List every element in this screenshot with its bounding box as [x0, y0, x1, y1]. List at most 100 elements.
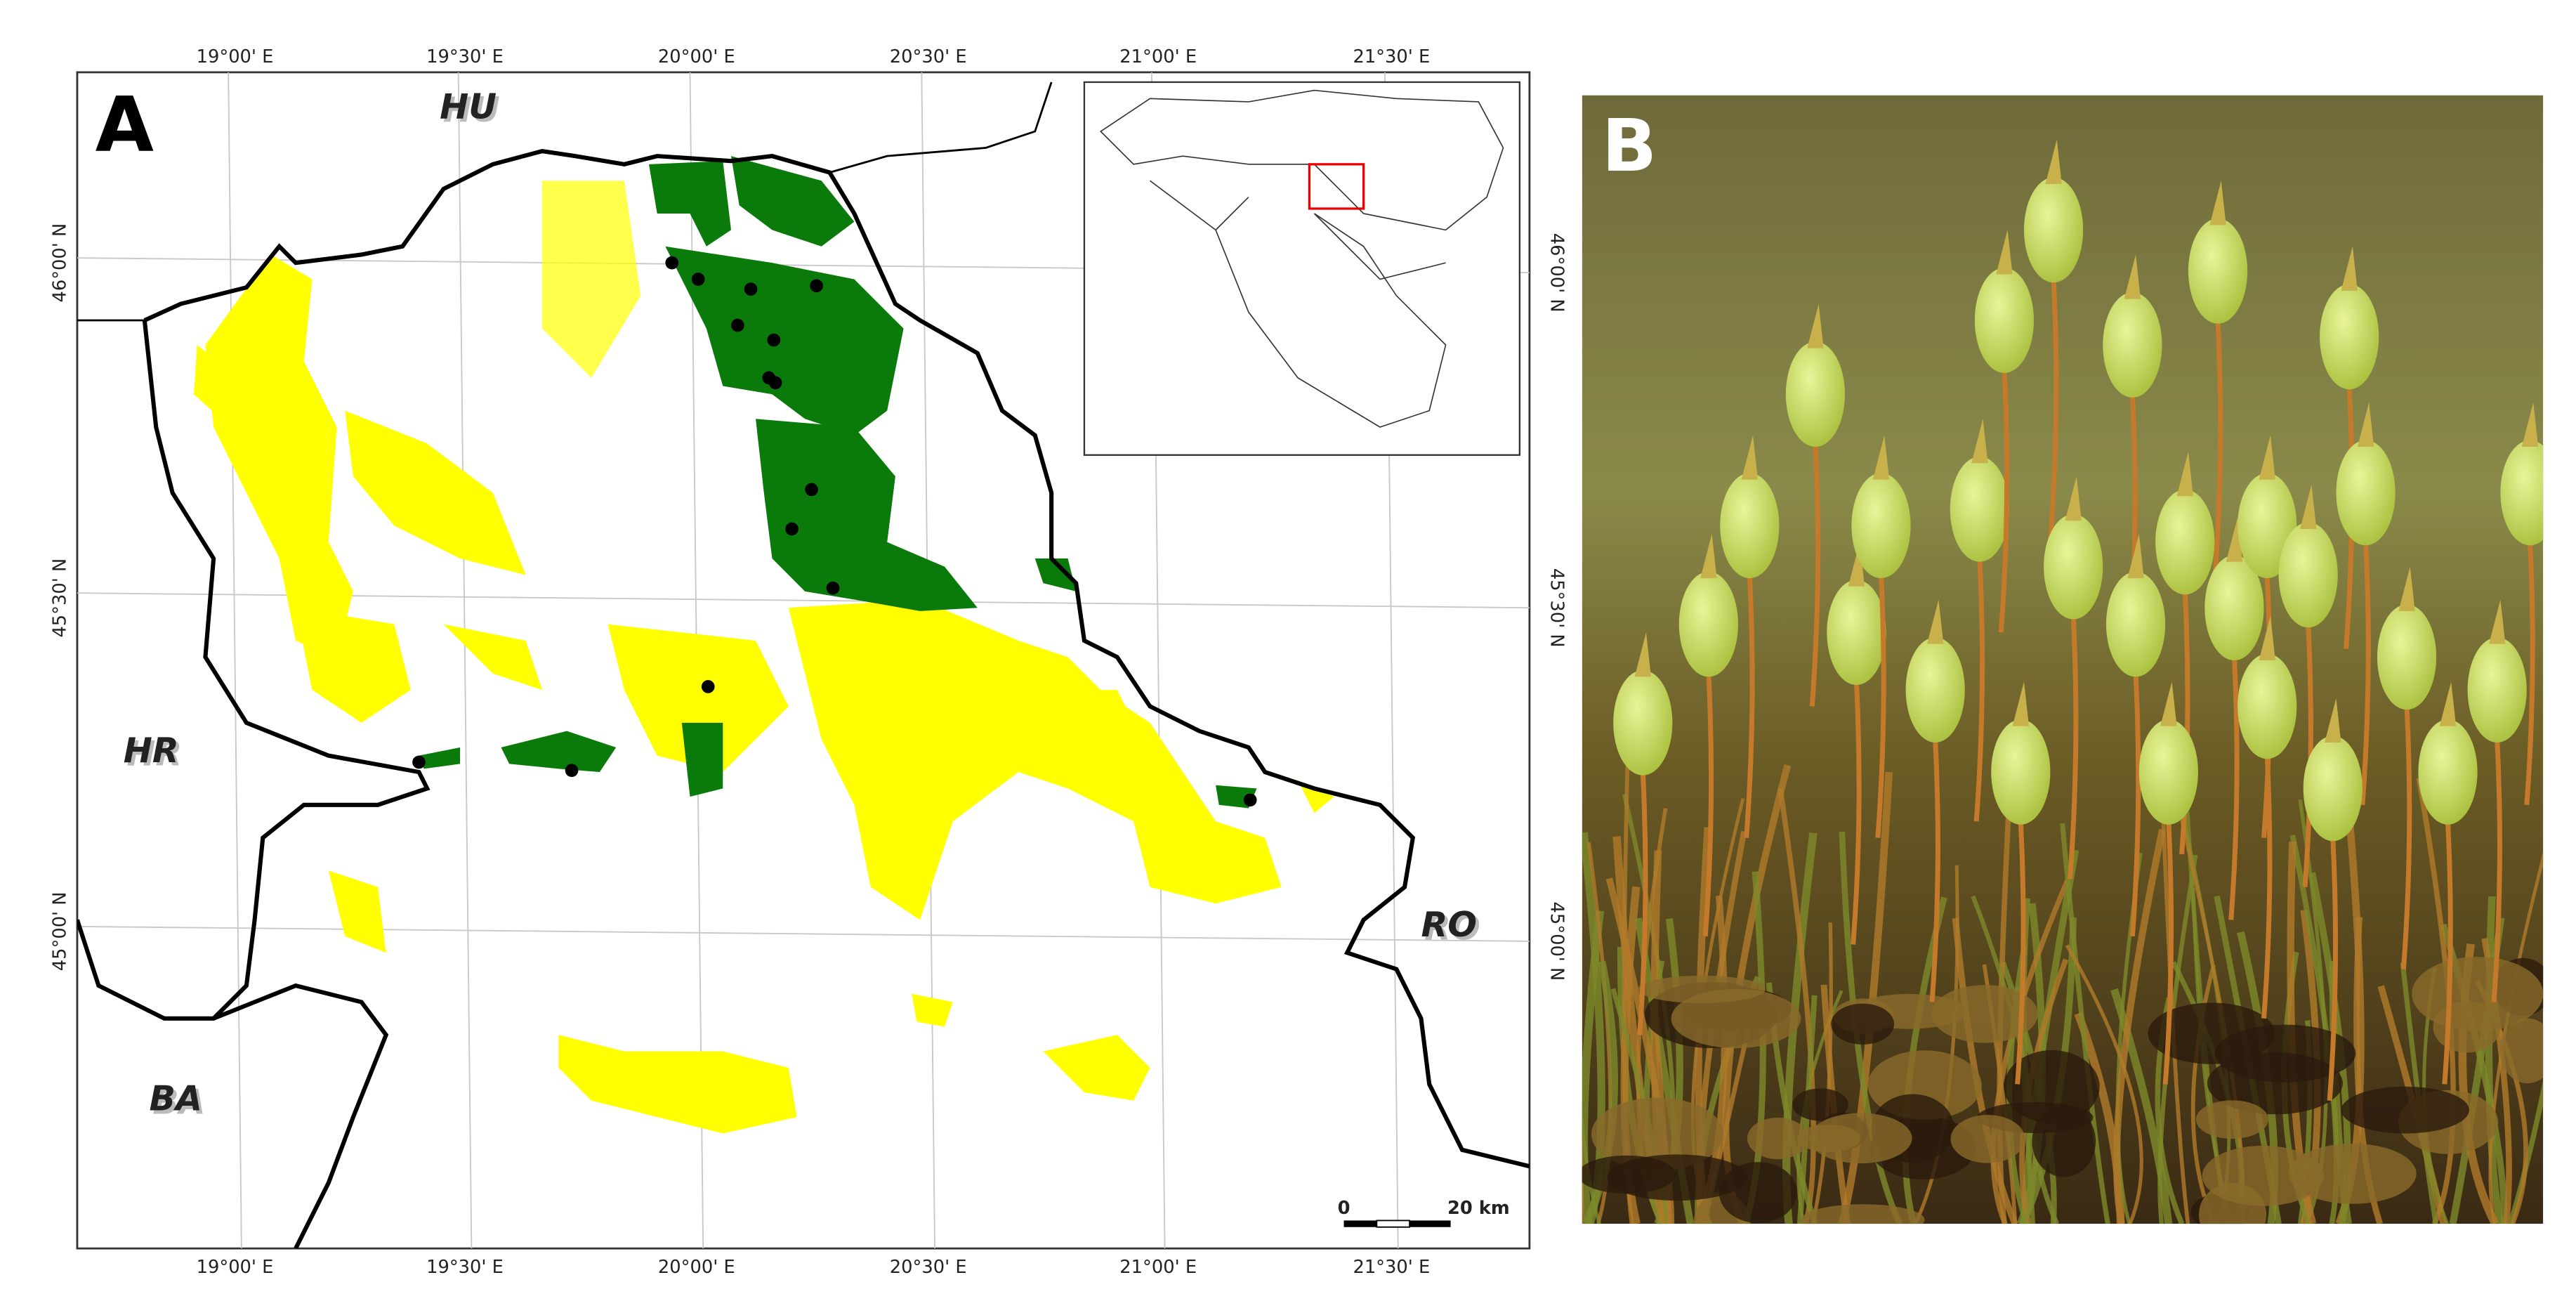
capsule-beak [2300, 484, 2317, 529]
lon-label-top: 20°00' E [658, 46, 735, 67]
capsule-beak [2176, 452, 2193, 497]
lat-label-left: 46°00' N [50, 223, 71, 303]
capsule [2500, 440, 2544, 546]
scale-label: 0 [1338, 1198, 1351, 1219]
capsule [2105, 571, 2166, 677]
lat-label-right: 45°30' N [1546, 568, 1567, 648]
seta [2047, 279, 2059, 542]
capsule-beak [1996, 230, 2013, 275]
moss-clump [1801, 1204, 1925, 1224]
inset-extent [1308, 163, 1365, 210]
moss-strand [2508, 1080, 2544, 1224]
capsule-beak [2012, 681, 2030, 726]
lat-label-right: 45°00' N [1546, 902, 1567, 981]
capsule [1785, 341, 1846, 447]
seta [1851, 681, 1862, 945]
seta [2162, 821, 2174, 1085]
moss-clump [1931, 985, 2038, 1043]
graticule-line [228, 72, 242, 1249]
localities [412, 256, 1257, 807]
capsule-beak [2341, 246, 2358, 291]
moss-strand [1838, 771, 1893, 1224]
capsule [2336, 440, 2396, 546]
border-thin [77, 81, 1053, 322]
capsule-beak [1634, 632, 1651, 677]
moss-strand [2160, 777, 2190, 1224]
capsule [2138, 719, 2198, 825]
capsule [1991, 719, 2051, 825]
seta [2400, 706, 2412, 969]
lon-label-bottom: 20°00' E [658, 1257, 735, 1278]
moss-strand [2488, 851, 2544, 1224]
lon-label-top: 19°00' E [197, 46, 274, 67]
capsule [2237, 653, 2297, 759]
capsule [1851, 473, 1911, 579]
capsule [1678, 571, 1738, 677]
moss-strand [1582, 1124, 1584, 1224]
seta [2179, 591, 2190, 855]
country-label-shadow: HU [443, 89, 500, 130]
capsule-beak [1926, 599, 1944, 644]
country-label: HR [124, 730, 179, 771]
lat-label-right: 46°00' N [1546, 233, 1567, 313]
capsule-beak [1971, 419, 1988, 464]
moss-clump [2004, 1050, 2100, 1123]
moss-clump [1582, 1155, 1676, 1194]
lat-label-left: 45°30' N [50, 558, 71, 638]
lon-label-top: 21°30' E [1353, 46, 1430, 67]
seta [2442, 821, 2453, 1085]
seta [2327, 837, 2339, 1101]
seta [1929, 739, 1940, 1002]
country-label-shadow: BA [152, 1081, 205, 1122]
seta [2261, 755, 2273, 1019]
capsule [2320, 284, 2379, 390]
seta [2491, 739, 2502, 1002]
capsule-beak [2357, 402, 2374, 447]
lat-label-left: 45°00' N [50, 891, 71, 971]
capsule [2418, 719, 2478, 825]
capsule-beak [2045, 139, 2062, 184]
capsule [2204, 555, 2264, 661]
capsule-beak [2209, 181, 2226, 225]
seta [1875, 575, 1886, 838]
capsule-beak [1741, 435, 1759, 480]
capsule-beak [2127, 533, 2144, 579]
seta [1702, 673, 1714, 937]
moss-clump [1796, 1124, 1861, 1152]
capsule-beak [1872, 435, 1890, 480]
seta [1637, 771, 1648, 1035]
border [212, 983, 389, 1249]
capsule [2467, 637, 2527, 743]
moss-clump [2341, 1086, 2469, 1134]
seta [2360, 542, 2371, 806]
moss-strand [1586, 842, 1612, 1224]
capsule-beak [1807, 303, 1824, 348]
seta [1998, 369, 2010, 633]
lon-label-bottom: 21°30' E [1353, 1257, 1430, 1278]
inset-borders [1100, 89, 1504, 428]
capsule [2044, 514, 2103, 620]
capsule-beak [2160, 681, 2177, 726]
capsule [1827, 580, 1886, 686]
country-label: BA [150, 1078, 202, 1119]
moss-clump [2195, 1100, 2268, 1139]
moss-clump [2499, 1018, 2544, 1084]
capsule [2278, 522, 2338, 628]
lon-label-top: 20°30' E [890, 46, 967, 67]
moss-strand [1582, 1104, 1601, 1224]
moss-clump [1638, 975, 1766, 1003]
capsule-beak [2065, 476, 2082, 521]
seta [1744, 575, 1755, 838]
lon-label-top: 21°00' E [1119, 46, 1197, 67]
scale-label: 20 km [1447, 1198, 1510, 1219]
moss-strand [1997, 788, 2013, 1224]
country-label-shadow: HR [126, 733, 182, 774]
moss-clump [1591, 1097, 1724, 1171]
inset-frame [1083, 81, 1521, 456]
capsule [2303, 736, 2363, 842]
capsule-beak [2398, 566, 2415, 611]
seta [1973, 558, 1985, 822]
moss-strand [2112, 828, 2166, 1224]
lon-label-bottom: 21°00' E [1119, 1257, 1197, 1278]
